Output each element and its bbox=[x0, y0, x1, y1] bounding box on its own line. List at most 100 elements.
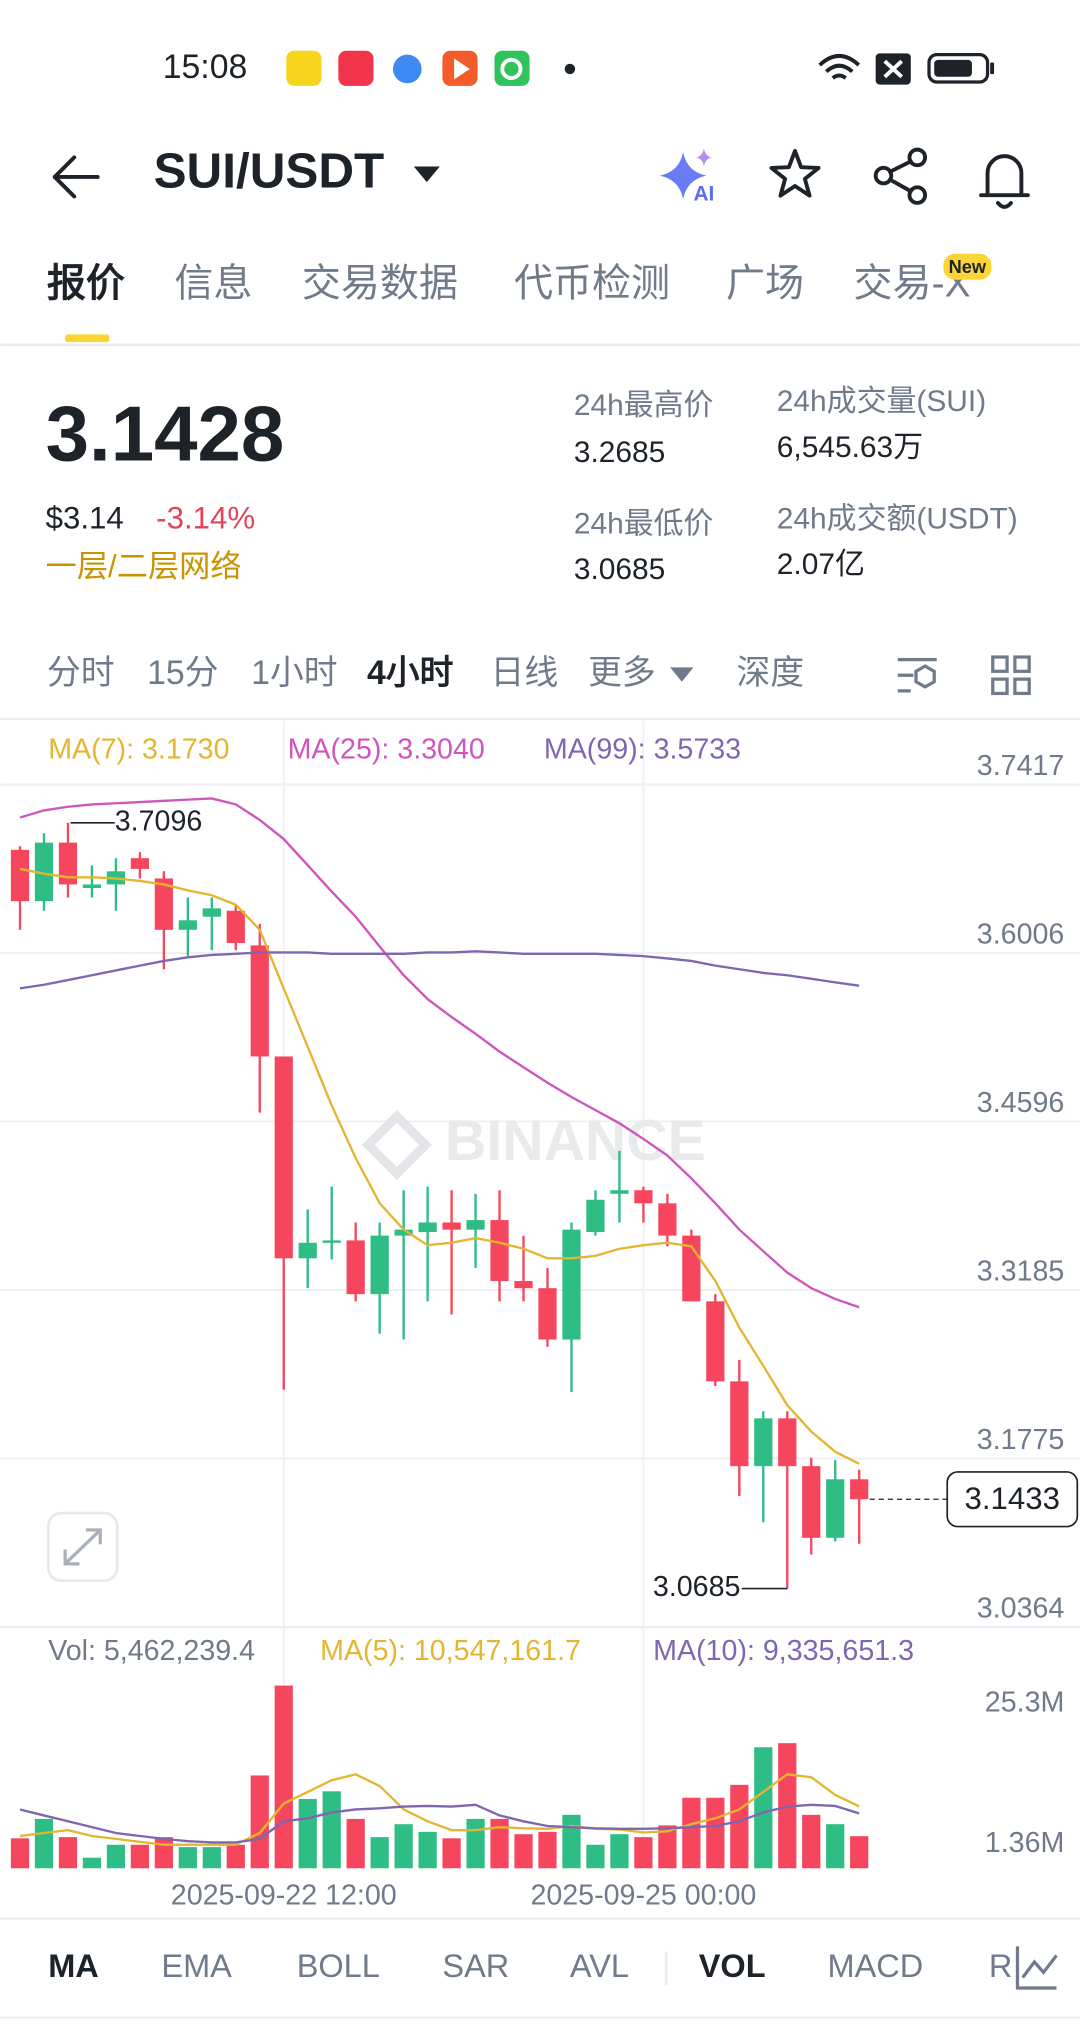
candle-body bbox=[754, 1418, 773, 1467]
indicator[interactable]: SAR bbox=[442, 1948, 509, 1984]
back-button[interactable] bbox=[52, 155, 100, 199]
layout-icon[interactable] bbox=[1013, 677, 1031, 696]
y-tick-label: 3.7417 bbox=[977, 750, 1065, 782]
app-icon bbox=[494, 50, 530, 86]
volume-bar bbox=[202, 1847, 221, 1869]
layout-icon[interactable] bbox=[1013, 655, 1031, 673]
status-time: 15:08 bbox=[163, 48, 248, 86]
interval-active[interactable]: 4小时 bbox=[367, 654, 454, 692]
candle-body bbox=[178, 920, 197, 930]
y-tick-label: 3.4596 bbox=[977, 1087, 1065, 1119]
tab[interactable]: 交易数据 bbox=[302, 263, 458, 306]
stat-label: 24h成交量(SUI) bbox=[777, 385, 986, 418]
share-button[interactable] bbox=[873, 147, 928, 205]
y-tick-label: 3.0364 bbox=[977, 1593, 1065, 1625]
layout-icon[interactable] bbox=[991, 677, 1009, 696]
volume-bar bbox=[178, 1847, 197, 1869]
share-icon[interactable] bbox=[888, 159, 913, 194]
indicator-active[interactable]: MA bbox=[48, 1948, 99, 1984]
ma-legend: MA(25): 3.3040 bbox=[288, 733, 485, 765]
volume-bar bbox=[826, 1824, 845, 1869]
interval[interactable]: 15分 bbox=[147, 654, 218, 692]
tab[interactable]: 信息 bbox=[174, 263, 252, 306]
stat-value: 6,545.63万 bbox=[777, 431, 923, 464]
candle-body bbox=[370, 1235, 389, 1295]
y-tick-label: 3.3185 bbox=[977, 1256, 1065, 1288]
sim-icon bbox=[883, 59, 904, 79]
vol-legend: Vol: 5,462,239.4 bbox=[48, 1635, 255, 1667]
pair-dropdown[interactable] bbox=[413, 166, 440, 183]
status-icons bbox=[286, 50, 995, 86]
volume-bar bbox=[562, 1814, 581, 1869]
stat-label: 24h成交额(USDT) bbox=[777, 502, 1018, 535]
interval[interactable]: 分时 bbox=[47, 654, 115, 692]
stat-label: 24h最低价 bbox=[574, 508, 714, 541]
ai-label[interactable]: AI bbox=[694, 183, 715, 206]
share-icon[interactable] bbox=[907, 147, 928, 168]
vol-ma-legend: MA(5): 10,547,161.7 bbox=[320, 1635, 581, 1667]
volume-bar bbox=[658, 1825, 677, 1869]
indicator[interactable]: BOLL bbox=[297, 1948, 380, 1984]
chart-settings[interactable] bbox=[897, 657, 937, 693]
settings-icon[interactable] bbox=[914, 664, 936, 689]
tab[interactable]: 广场 bbox=[726, 263, 804, 306]
pair-title[interactable]: SUI/USDT bbox=[154, 143, 385, 198]
divider bbox=[0, 343, 1080, 347]
candle-body bbox=[730, 1381, 749, 1467]
watermark: BINANCE bbox=[445, 1109, 706, 1173]
stat-value: 3.0685 bbox=[574, 553, 665, 586]
volume-bar bbox=[130, 1844, 149, 1869]
battery-icon bbox=[934, 59, 972, 77]
layout-button[interactable] bbox=[991, 655, 1031, 696]
ai-icon[interactable] bbox=[659, 152, 707, 200]
time-label: 2025-09-25 00:00 bbox=[530, 1879, 756, 1911]
volume-bar bbox=[490, 1818, 509, 1869]
app-icon bbox=[500, 57, 523, 81]
divider bbox=[0, 718, 1080, 721]
interval[interactable]: 1小时 bbox=[251, 654, 337, 692]
volume-bar bbox=[226, 1844, 245, 1869]
interval[interactable]: 日线 bbox=[491, 654, 559, 692]
vol-ma-line bbox=[19, 1803, 860, 1844]
sector-tag[interactable]: 一层/二层网络 bbox=[46, 549, 242, 584]
candle-body bbox=[82, 884, 102, 889]
indicator[interactable]: EMA bbox=[161, 1948, 232, 1984]
price-change: -3.14% bbox=[156, 501, 255, 536]
indicator[interactable]: MACD bbox=[828, 1948, 924, 1984]
ma-legend: MA(7): 3.1730 bbox=[48, 733, 229, 765]
volume-bar bbox=[154, 1837, 173, 1869]
indicator[interactable]: RSI bbox=[989, 1948, 1043, 1984]
expand-icon[interactable] bbox=[63, 1528, 102, 1566]
volume-bar bbox=[298, 1798, 317, 1869]
tab[interactable]: 报价 bbox=[47, 263, 125, 306]
candle-body bbox=[58, 842, 78, 885]
candle-body bbox=[154, 878, 173, 930]
volume-bar bbox=[394, 1824, 413, 1869]
indicator[interactable]: AVL bbox=[570, 1948, 629, 1984]
settings-icon[interactable] bbox=[897, 657, 937, 693]
volume-bar bbox=[466, 1818, 485, 1869]
vol-tick-label: 1.36M bbox=[985, 1827, 1065, 1859]
candle-body bbox=[658, 1203, 677, 1236]
indicator-settings[interactable] bbox=[1015, 1946, 1058, 1990]
tab[interactable]: 代币检测 bbox=[514, 263, 670, 306]
volume-bar bbox=[106, 1844, 126, 1869]
share-icon[interactable] bbox=[907, 185, 928, 205]
kline-chart: 2025-09-22 12:00 2025-09-25 00:00 3.7417 3.… bbox=[0, 720, 1080, 1911]
candle-body bbox=[418, 1222, 437, 1233]
alert-button[interactable] bbox=[979, 154, 1030, 209]
y-tick-label: 3.6006 bbox=[977, 919, 1065, 951]
more-caret[interactable] bbox=[670, 667, 694, 682]
candle-body bbox=[298, 1242, 317, 1259]
volume-bar bbox=[274, 1685, 293, 1869]
interval[interactable]: 深度 bbox=[736, 654, 804, 692]
interval[interactable]: 更多 bbox=[588, 654, 656, 692]
layout-icon[interactable] bbox=[991, 655, 1009, 673]
g: 报价 信息 交易数据 代币检测 广场 交易-X bbox=[47, 263, 971, 306]
share-icon[interactable] bbox=[873, 165, 894, 186]
ai-icon[interactable] bbox=[696, 148, 712, 167]
indicator-active[interactable]: VOL bbox=[699, 1948, 766, 1984]
favorite-button[interactable] bbox=[769, 148, 821, 198]
stat-value: 2.07亿 bbox=[777, 548, 865, 581]
